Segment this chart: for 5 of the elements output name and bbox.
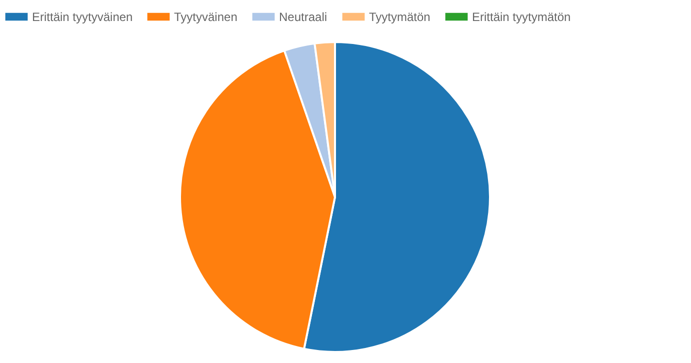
legend-label: Tyytymätön bbox=[369, 10, 430, 24]
legend-label: Erittäin tyytymätön bbox=[472, 10, 571, 24]
legend-label: Tyytyväinen bbox=[174, 10, 238, 24]
legend-label: Neutraali bbox=[279, 10, 328, 24]
legend-label: Erittäin tyytyväinen bbox=[32, 10, 133, 24]
